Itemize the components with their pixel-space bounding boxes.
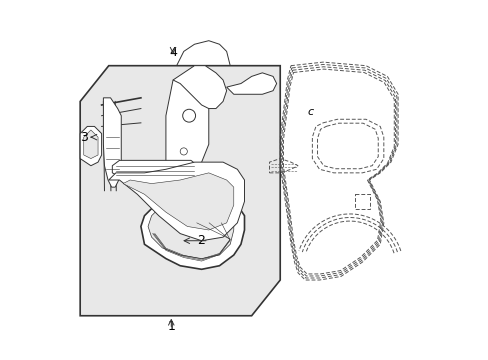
Polygon shape	[112, 160, 198, 176]
Text: 2: 2	[197, 234, 205, 247]
Polygon shape	[173, 66, 226, 109]
Polygon shape	[148, 202, 233, 258]
Polygon shape	[103, 98, 121, 187]
Polygon shape	[165, 80, 208, 180]
Text: 4: 4	[169, 46, 177, 59]
Text: 3: 3	[80, 131, 88, 144]
Polygon shape	[108, 162, 244, 241]
Polygon shape	[80, 66, 280, 316]
Polygon shape	[226, 73, 276, 94]
Polygon shape	[83, 130, 98, 158]
Polygon shape	[141, 194, 244, 269]
Polygon shape	[80, 126, 102, 166]
Text: c: c	[307, 107, 313, 117]
Text: 1: 1	[167, 320, 175, 333]
Polygon shape	[123, 173, 233, 230]
